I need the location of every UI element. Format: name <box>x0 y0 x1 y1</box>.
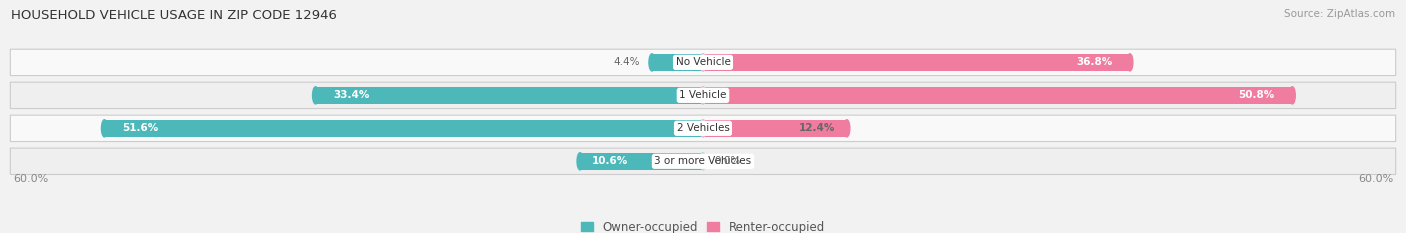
Circle shape <box>101 120 107 137</box>
Text: 33.4%: 33.4% <box>333 90 370 100</box>
Text: No Vehicle: No Vehicle <box>675 57 731 67</box>
FancyBboxPatch shape <box>10 115 1396 141</box>
Text: 3 or more Vehicles: 3 or more Vehicles <box>654 156 752 166</box>
Bar <box>652 54 703 71</box>
Circle shape <box>576 153 583 170</box>
Bar <box>315 87 703 104</box>
Circle shape <box>700 87 706 104</box>
Legend: Owner-occupied, Renter-occupied: Owner-occupied, Renter-occupied <box>576 216 830 233</box>
Text: 2 Vehicles: 2 Vehicles <box>676 123 730 133</box>
Circle shape <box>700 54 706 71</box>
Bar <box>581 153 703 170</box>
Bar <box>703 87 1292 104</box>
Circle shape <box>700 153 706 170</box>
Text: 1 Vehicle: 1 Vehicle <box>679 90 727 100</box>
FancyBboxPatch shape <box>10 82 1396 109</box>
Text: 50.8%: 50.8% <box>1239 90 1275 100</box>
Circle shape <box>1126 54 1133 71</box>
FancyBboxPatch shape <box>10 148 1396 175</box>
Text: 60.0%: 60.0% <box>13 175 48 185</box>
Bar <box>104 120 703 137</box>
Circle shape <box>700 54 706 71</box>
Bar <box>703 120 846 137</box>
Text: 36.8%: 36.8% <box>1076 57 1112 67</box>
Text: 51.6%: 51.6% <box>122 123 157 133</box>
Circle shape <box>700 120 706 137</box>
FancyBboxPatch shape <box>10 49 1396 75</box>
Circle shape <box>650 54 655 71</box>
Circle shape <box>312 87 319 104</box>
Circle shape <box>700 87 706 104</box>
Text: 0.0%: 0.0% <box>714 156 741 166</box>
Text: 10.6%: 10.6% <box>592 156 628 166</box>
Circle shape <box>844 120 849 137</box>
Circle shape <box>1289 87 1295 104</box>
Text: 12.4%: 12.4% <box>799 123 835 133</box>
Text: HOUSEHOLD VEHICLE USAGE IN ZIP CODE 12946: HOUSEHOLD VEHICLE USAGE IN ZIP CODE 1294… <box>11 9 337 22</box>
Bar <box>703 54 1130 71</box>
Text: Source: ZipAtlas.com: Source: ZipAtlas.com <box>1284 9 1395 19</box>
Circle shape <box>700 120 706 137</box>
Text: 4.4%: 4.4% <box>614 57 640 67</box>
Text: 60.0%: 60.0% <box>1358 175 1393 185</box>
